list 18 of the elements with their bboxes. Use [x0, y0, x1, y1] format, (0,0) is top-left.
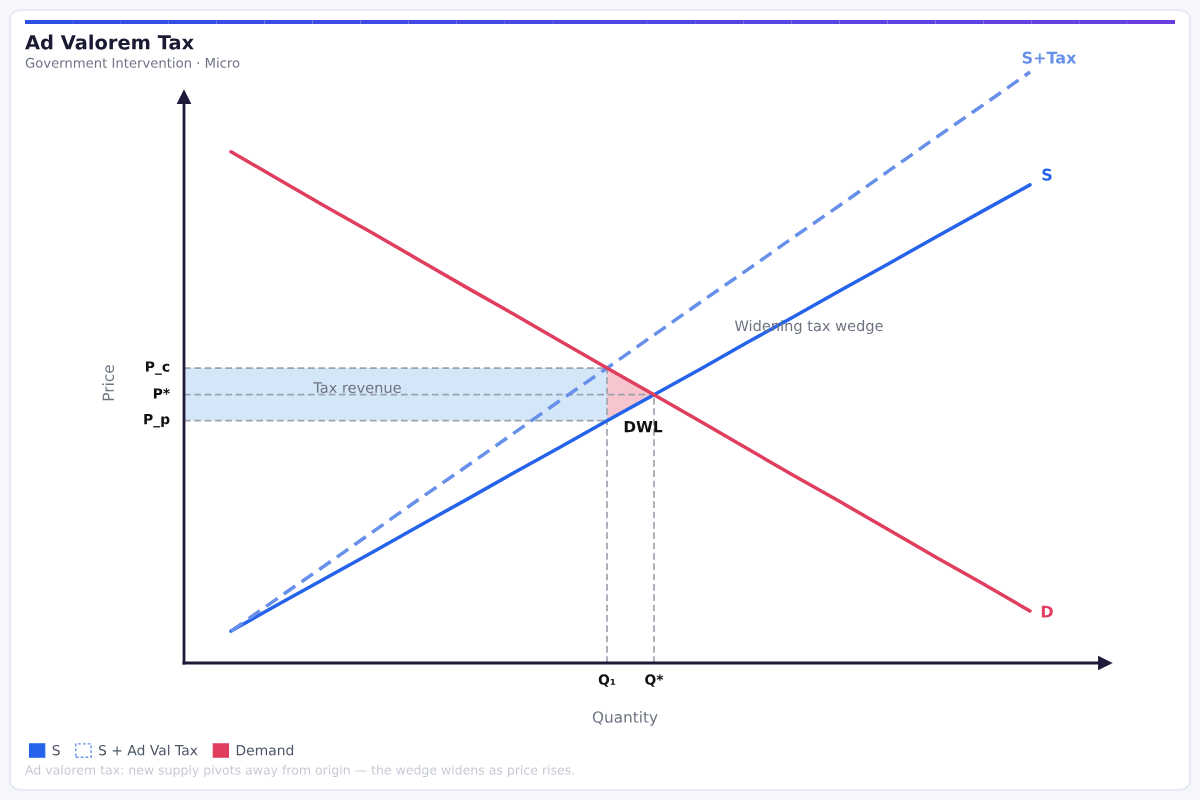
chart-title: Ad Valorem Tax	[25, 34, 194, 50]
y-axis-title: Price	[102, 365, 115, 401]
annotation: D	[1041, 605, 1053, 618]
x-axis-title: Quantity	[592, 711, 658, 726]
legend-label: S	[52, 744, 60, 756]
chart-subtitle: Government Intervention · Micro	[25, 57, 240, 68]
text: S+Tax	[1022, 51, 1077, 64]
annotation: S	[1042, 168, 1052, 181]
ref-line-label: P*	[153, 388, 170, 399]
band-label: Tax revenue	[313, 382, 401, 394]
x-tick-label: Q₁	[598, 674, 616, 687]
text: Ad valorem tax: new supply pivots away from origin — the wedge widens as price rises.	[25, 764, 574, 778]
annotation: DWL	[624, 421, 663, 433]
ref-line-label: P_p	[144, 414, 170, 428]
x-tick-label: Q*	[645, 674, 664, 687]
legend-label: Demand	[236, 744, 294, 756]
ref-line-label: P_c	[146, 361, 170, 375]
legend-label: S + Ad Val Tax	[98, 744, 198, 756]
